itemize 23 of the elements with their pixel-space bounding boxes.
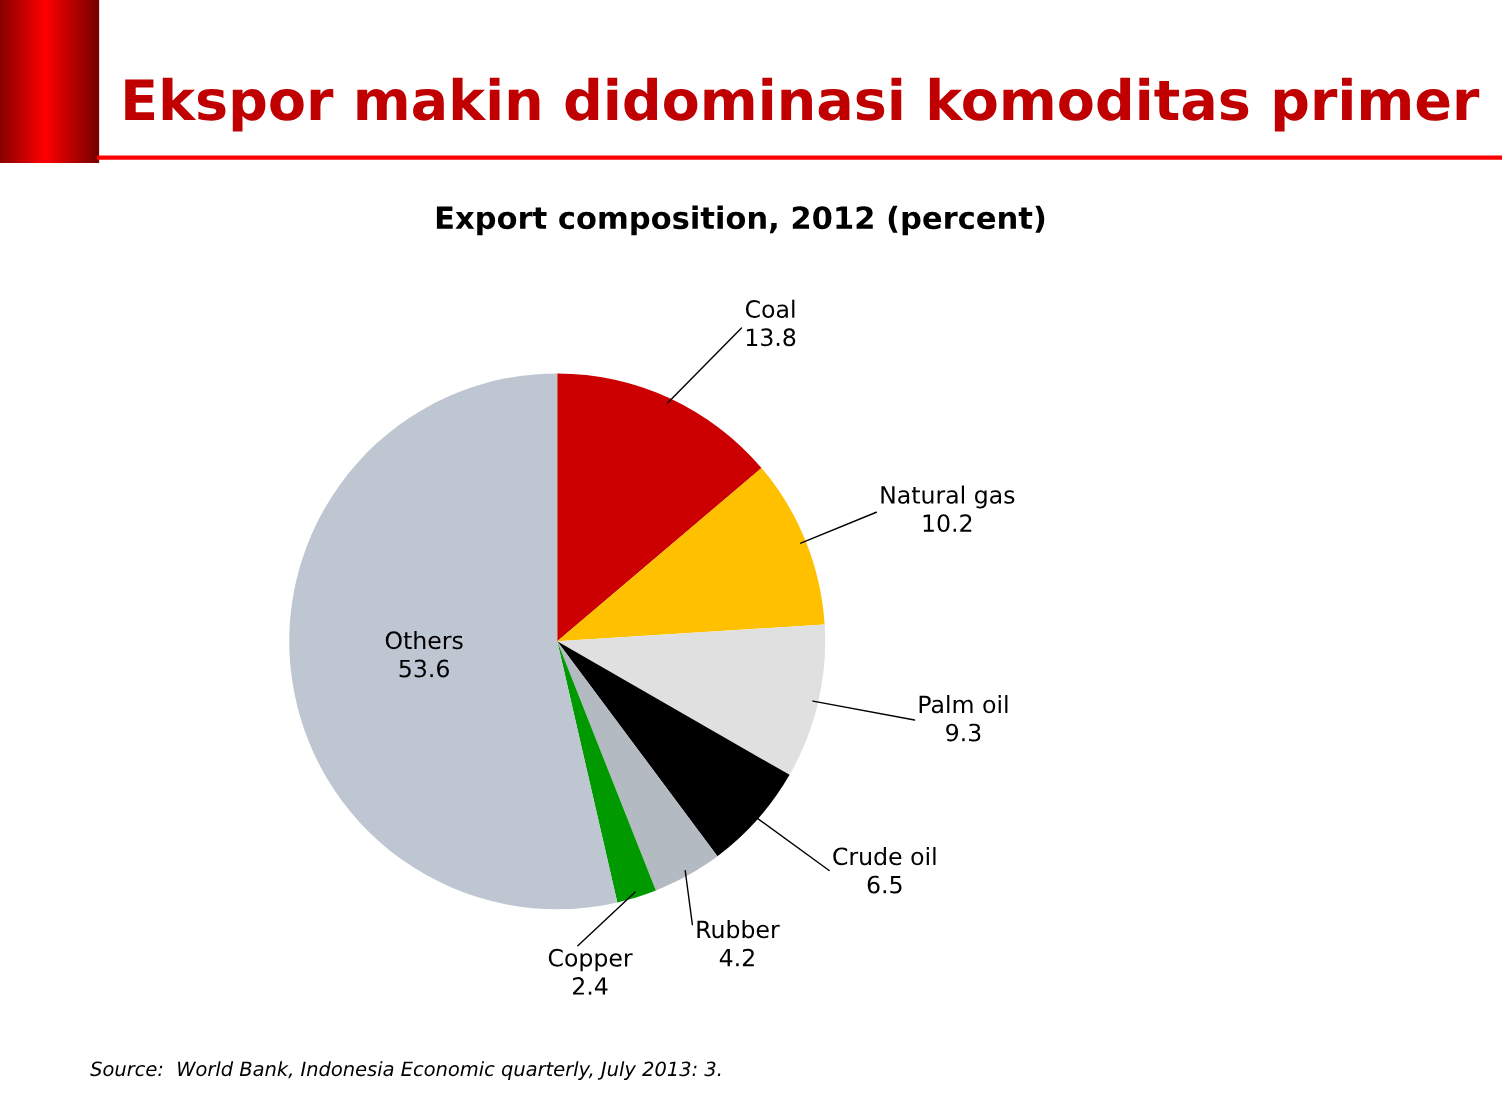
data-label: 13.8 <box>746 328 796 347</box>
slice-label: Copper <box>548 948 633 972</box>
pie-slice <box>557 624 826 775</box>
data-label: 10.2 <box>923 514 972 533</box>
slice-label: Others <box>385 630 463 650</box>
data-label: 4.2 <box>719 948 754 967</box>
pie-slice <box>557 641 656 903</box>
slice-label: Coal <box>745 299 795 318</box>
data-label: 6.5 <box>867 875 902 894</box>
slice-label: Rubber <box>697 920 780 939</box>
source-note: Source: World Bank, Indonesia Economic quarterly, July 2013: 3. <box>90 1061 721 1080</box>
slice-label: Palm oil <box>919 695 1008 714</box>
pie-slice <box>557 467 825 642</box>
slice-label: Natural gas <box>881 485 1015 509</box>
chart-title: Ekspor makin didominasi komoditas primer <box>125 77 1480 132</box>
data-label: 2.4 <box>573 977 608 995</box>
pie-slice <box>557 373 762 642</box>
data-label: 9.3 <box>946 723 981 742</box>
chart-subtitle: Export composition, 2012 (percent) <box>436 205 1045 236</box>
pie-slice <box>557 641 718 891</box>
pie-slice <box>289 373 618 910</box>
slice-label: Crude oil <box>833 847 936 866</box>
data-label: 53.6 <box>399 659 449 678</box>
